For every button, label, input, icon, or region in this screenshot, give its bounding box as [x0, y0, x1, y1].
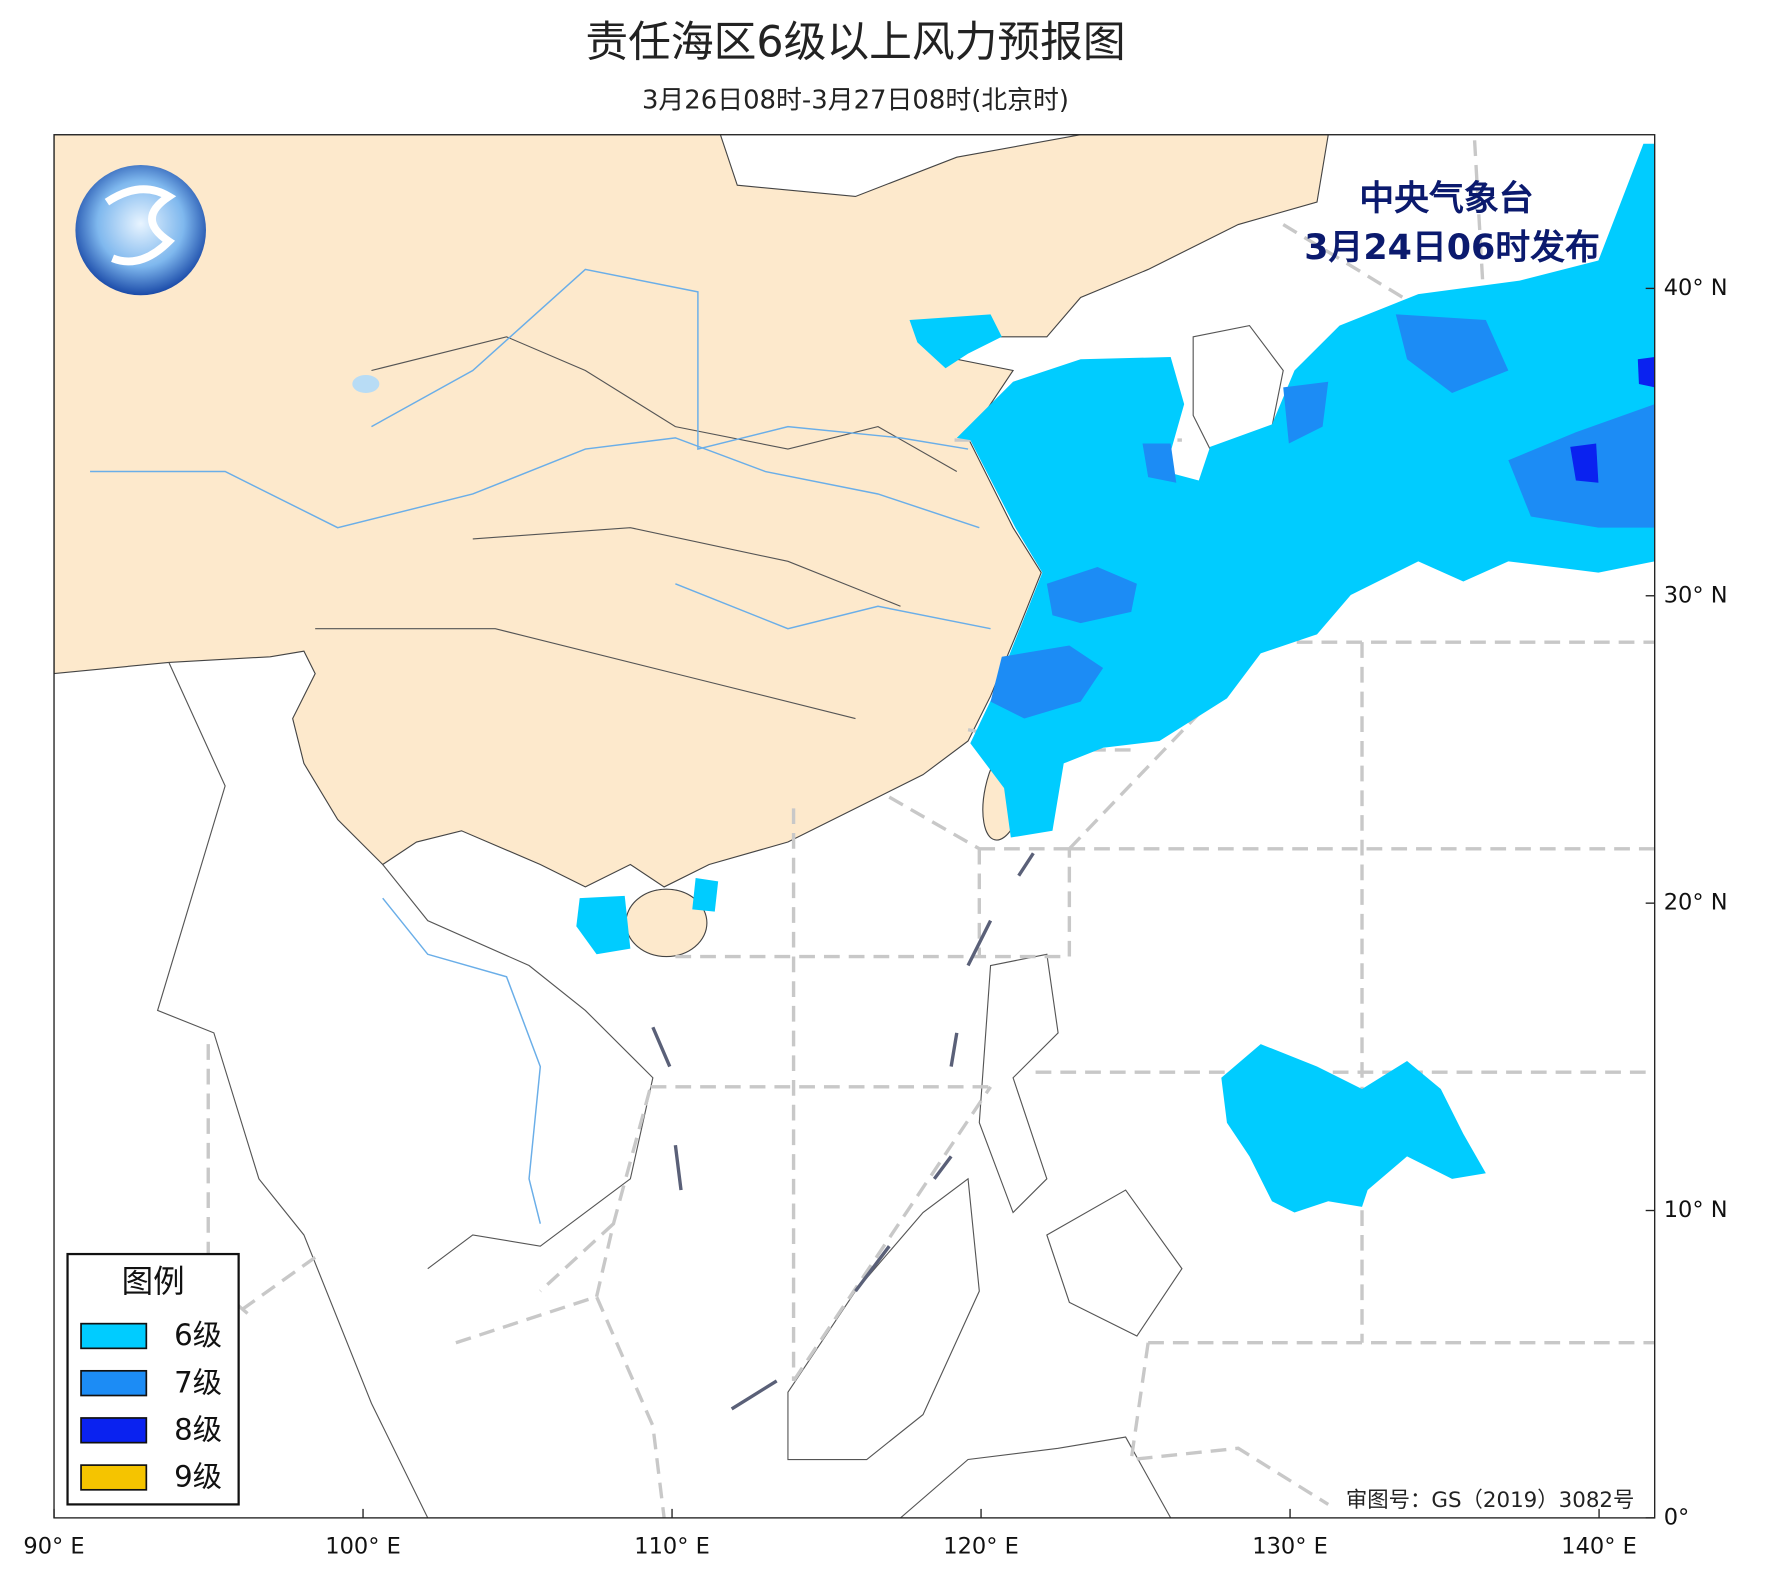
wind-area-level-6: [692, 877, 719, 912]
wind-area-level-8: [1637, 357, 1655, 388]
lake: [352, 374, 380, 393]
x-tick-label: 140° E: [1561, 1534, 1637, 1560]
wind-area-level-6: [909, 314, 1002, 369]
y-tick-label: 0°: [1664, 1504, 1690, 1530]
map-frame: [53, 134, 1656, 1519]
legend-label: 9级: [174, 1460, 222, 1494]
china-land: [54, 134, 1329, 888]
issuer-name: 中央气象台: [1359, 179, 1533, 219]
wind-area-level-7: [1046, 566, 1137, 624]
rivers: [90, 268, 991, 1224]
wind-areas: [576, 143, 1655, 1213]
logo: [75, 165, 206, 296]
legend-swatch: [80, 1464, 148, 1491]
wind-area-level-8: [1570, 443, 1599, 483]
wind-area-level-7: [1142, 443, 1177, 483]
wind-area-level-7: [1283, 381, 1329, 444]
wind-area-level-7: [1395, 314, 1509, 393]
legend: 图例 6级 7级 8级 9级: [66, 1252, 240, 1506]
legend-label: 8级: [174, 1412, 222, 1446]
wind-area-level-6: [956, 143, 1655, 838]
wind-area-level-6: [576, 895, 631, 955]
y-tick-label: 20° N: [1664, 890, 1728, 916]
x-tick-label: 100° E: [325, 1534, 401, 1560]
y-tick-label: 40° N: [1664, 275, 1728, 301]
approval-number: 审图号：GS（2019）3082号: [1346, 1488, 1635, 1513]
x-tick-label: 130° E: [1252, 1534, 1328, 1560]
wind-area-level-7: [990, 645, 1104, 719]
legend-label: 6级: [174, 1318, 222, 1352]
legend-label: 7级: [174, 1365, 222, 1399]
x-tick-label: 110° E: [634, 1534, 710, 1560]
x-tick-label: 120° E: [943, 1534, 1019, 1560]
issue-time: 3月24日06时发布: [1304, 228, 1600, 268]
map-subtitle: 3月26日08时-3月27日08时(北京时): [642, 86, 1069, 116]
legend-swatch: [80, 1322, 148, 1350]
map-title: 责任海区6级以上风力预报图: [585, 17, 1125, 67]
axes: 90° E 100° E 110° E 120° E 130° E 140° E 0° 10°…: [23, 275, 1727, 1560]
wind-area-level-6: [1221, 1044, 1486, 1213]
y-tick-label: 10° N: [1664, 1197, 1728, 1223]
legend-title: 图例: [122, 1264, 185, 1300]
map-body: [54, 134, 1655, 1518]
legend-swatch: [80, 1417, 148, 1444]
x-tick-label: 90° E: [23, 1534, 84, 1560]
legend-swatch: [80, 1369, 148, 1397]
y-tick-label: 30° N: [1664, 582, 1728, 608]
logo-mark: [104, 185, 177, 266]
